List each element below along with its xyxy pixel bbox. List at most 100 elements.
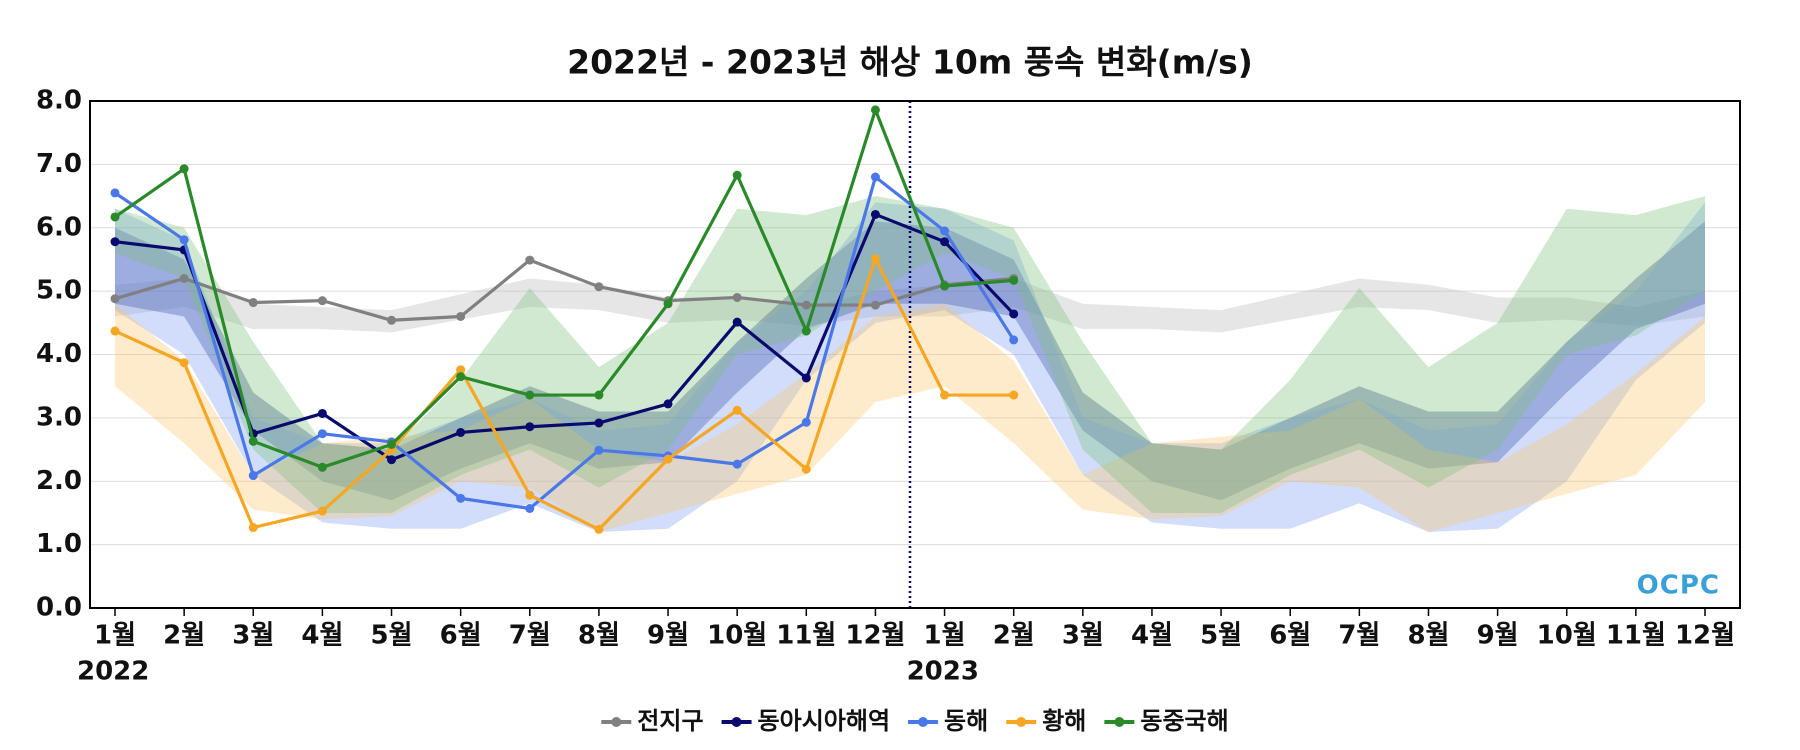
data-point [179, 358, 189, 368]
series-line [114, 175, 1016, 511]
data-point [110, 212, 120, 222]
legend-label: 동중국해 [1140, 707, 1228, 735]
data-point [940, 281, 950, 291]
y-tick-label: 2.0 [36, 466, 82, 496]
data-point [179, 273, 189, 283]
data-point [870, 172, 880, 182]
series-line [114, 212, 1015, 462]
data-point [248, 523, 258, 533]
data-point [1009, 275, 1019, 285]
x-tick-label: 6월 [1269, 621, 1311, 651]
data-point [870, 300, 880, 310]
legend-dot [611, 717, 622, 727]
series-line [114, 257, 1014, 532]
data-point [594, 282, 604, 292]
data-point [801, 300, 811, 310]
x-tick-label: 4월 [1131, 621, 1173, 651]
legend-label: 동아시아해역 [758, 707, 890, 735]
legend-label: 전지구 [637, 707, 703, 735]
x-tick-label: 10월 [1537, 621, 1597, 651]
legend-label: 황해 [1042, 707, 1086, 735]
data-point [248, 298, 258, 308]
data-point [179, 235, 189, 245]
data-point [870, 209, 880, 219]
data-point [594, 445, 604, 455]
data-point [801, 464, 811, 474]
series-line [114, 108, 1014, 469]
data-point [594, 524, 604, 534]
y-tick-label: 4.0 [36, 339, 82, 369]
x-tick-label: 2월 [163, 621, 205, 651]
range-band [115, 221, 1705, 501]
data-point [387, 439, 397, 449]
x-tick-label: 3월 [1062, 621, 1104, 651]
data-point [179, 164, 189, 174]
x-tick-label: 11월 [1606, 621, 1666, 651]
data-point [248, 471, 258, 481]
data-point [317, 408, 327, 418]
range-band [115, 303, 1705, 532]
x-tick-label: 8월 [578, 621, 620, 651]
data-point [387, 455, 397, 465]
y-tick-label: 0.0 [36, 593, 82, 623]
data-point [732, 170, 742, 180]
y-tick-label: 1.0 [36, 529, 82, 559]
x-tick-label: 5월 [1200, 621, 1242, 651]
data-point [870, 105, 880, 115]
x-tick-label: 6월 [440, 621, 482, 651]
data-point [1009, 390, 1019, 400]
data-point [1009, 335, 1019, 345]
legend-dot [1016, 717, 1027, 727]
x-tick-label: 9월 [1477, 621, 1519, 651]
legend: 전지구 동아시아해역 동해 황해 동중국해 [601, 707, 1229, 735]
data-point [732, 317, 742, 327]
data-point [456, 311, 466, 321]
data-point [940, 390, 950, 400]
legend-label: 동해 [944, 707, 988, 735]
data-point [456, 427, 466, 437]
data-point [387, 315, 397, 325]
x-tick-label: 3월 [232, 621, 274, 651]
data-point [525, 490, 535, 500]
data-point [801, 326, 811, 336]
data-point [940, 237, 950, 247]
data-point [732, 405, 742, 415]
data-point [594, 390, 604, 400]
y-tick-label: 5.0 [36, 276, 82, 306]
data-point [248, 436, 258, 446]
data-point [110, 188, 120, 198]
legend-dot [918, 717, 929, 727]
x-tick-label: 10월 [707, 621, 767, 651]
data-point [317, 462, 327, 472]
data-point [317, 506, 327, 516]
x-tick-label: 1월 [94, 621, 136, 651]
data-point [525, 422, 535, 432]
x-tick-label: 7월 [509, 621, 551, 651]
data-point [940, 226, 950, 236]
data-point [1009, 309, 1019, 319]
data-point [110, 237, 120, 247]
x-tick-label: 4월 [301, 621, 343, 651]
data-point [110, 294, 120, 304]
x-tick-label: 12월 [1675, 621, 1735, 651]
data-point [663, 399, 673, 409]
data-point [456, 372, 466, 382]
data-point [801, 373, 811, 383]
chart-title: 2022년 - 2023년 해상 10m 풍속 변화(m/s) [567, 43, 1253, 82]
data-point [663, 299, 673, 309]
x-tick-label: 9월 [647, 621, 689, 651]
range-band [115, 278, 1705, 333]
data-point [594, 418, 604, 428]
data-point [110, 326, 120, 336]
data-point [732, 459, 742, 469]
data-point [525, 390, 535, 400]
data-point [456, 493, 466, 503]
data-point [525, 255, 535, 265]
y-tick-label: 8.0 [36, 86, 82, 116]
series-line [114, 258, 1014, 322]
data-point [317, 429, 327, 439]
plot-frame [89, 100, 1741, 609]
range-band [115, 202, 1705, 532]
legend-dot [1114, 717, 1125, 727]
